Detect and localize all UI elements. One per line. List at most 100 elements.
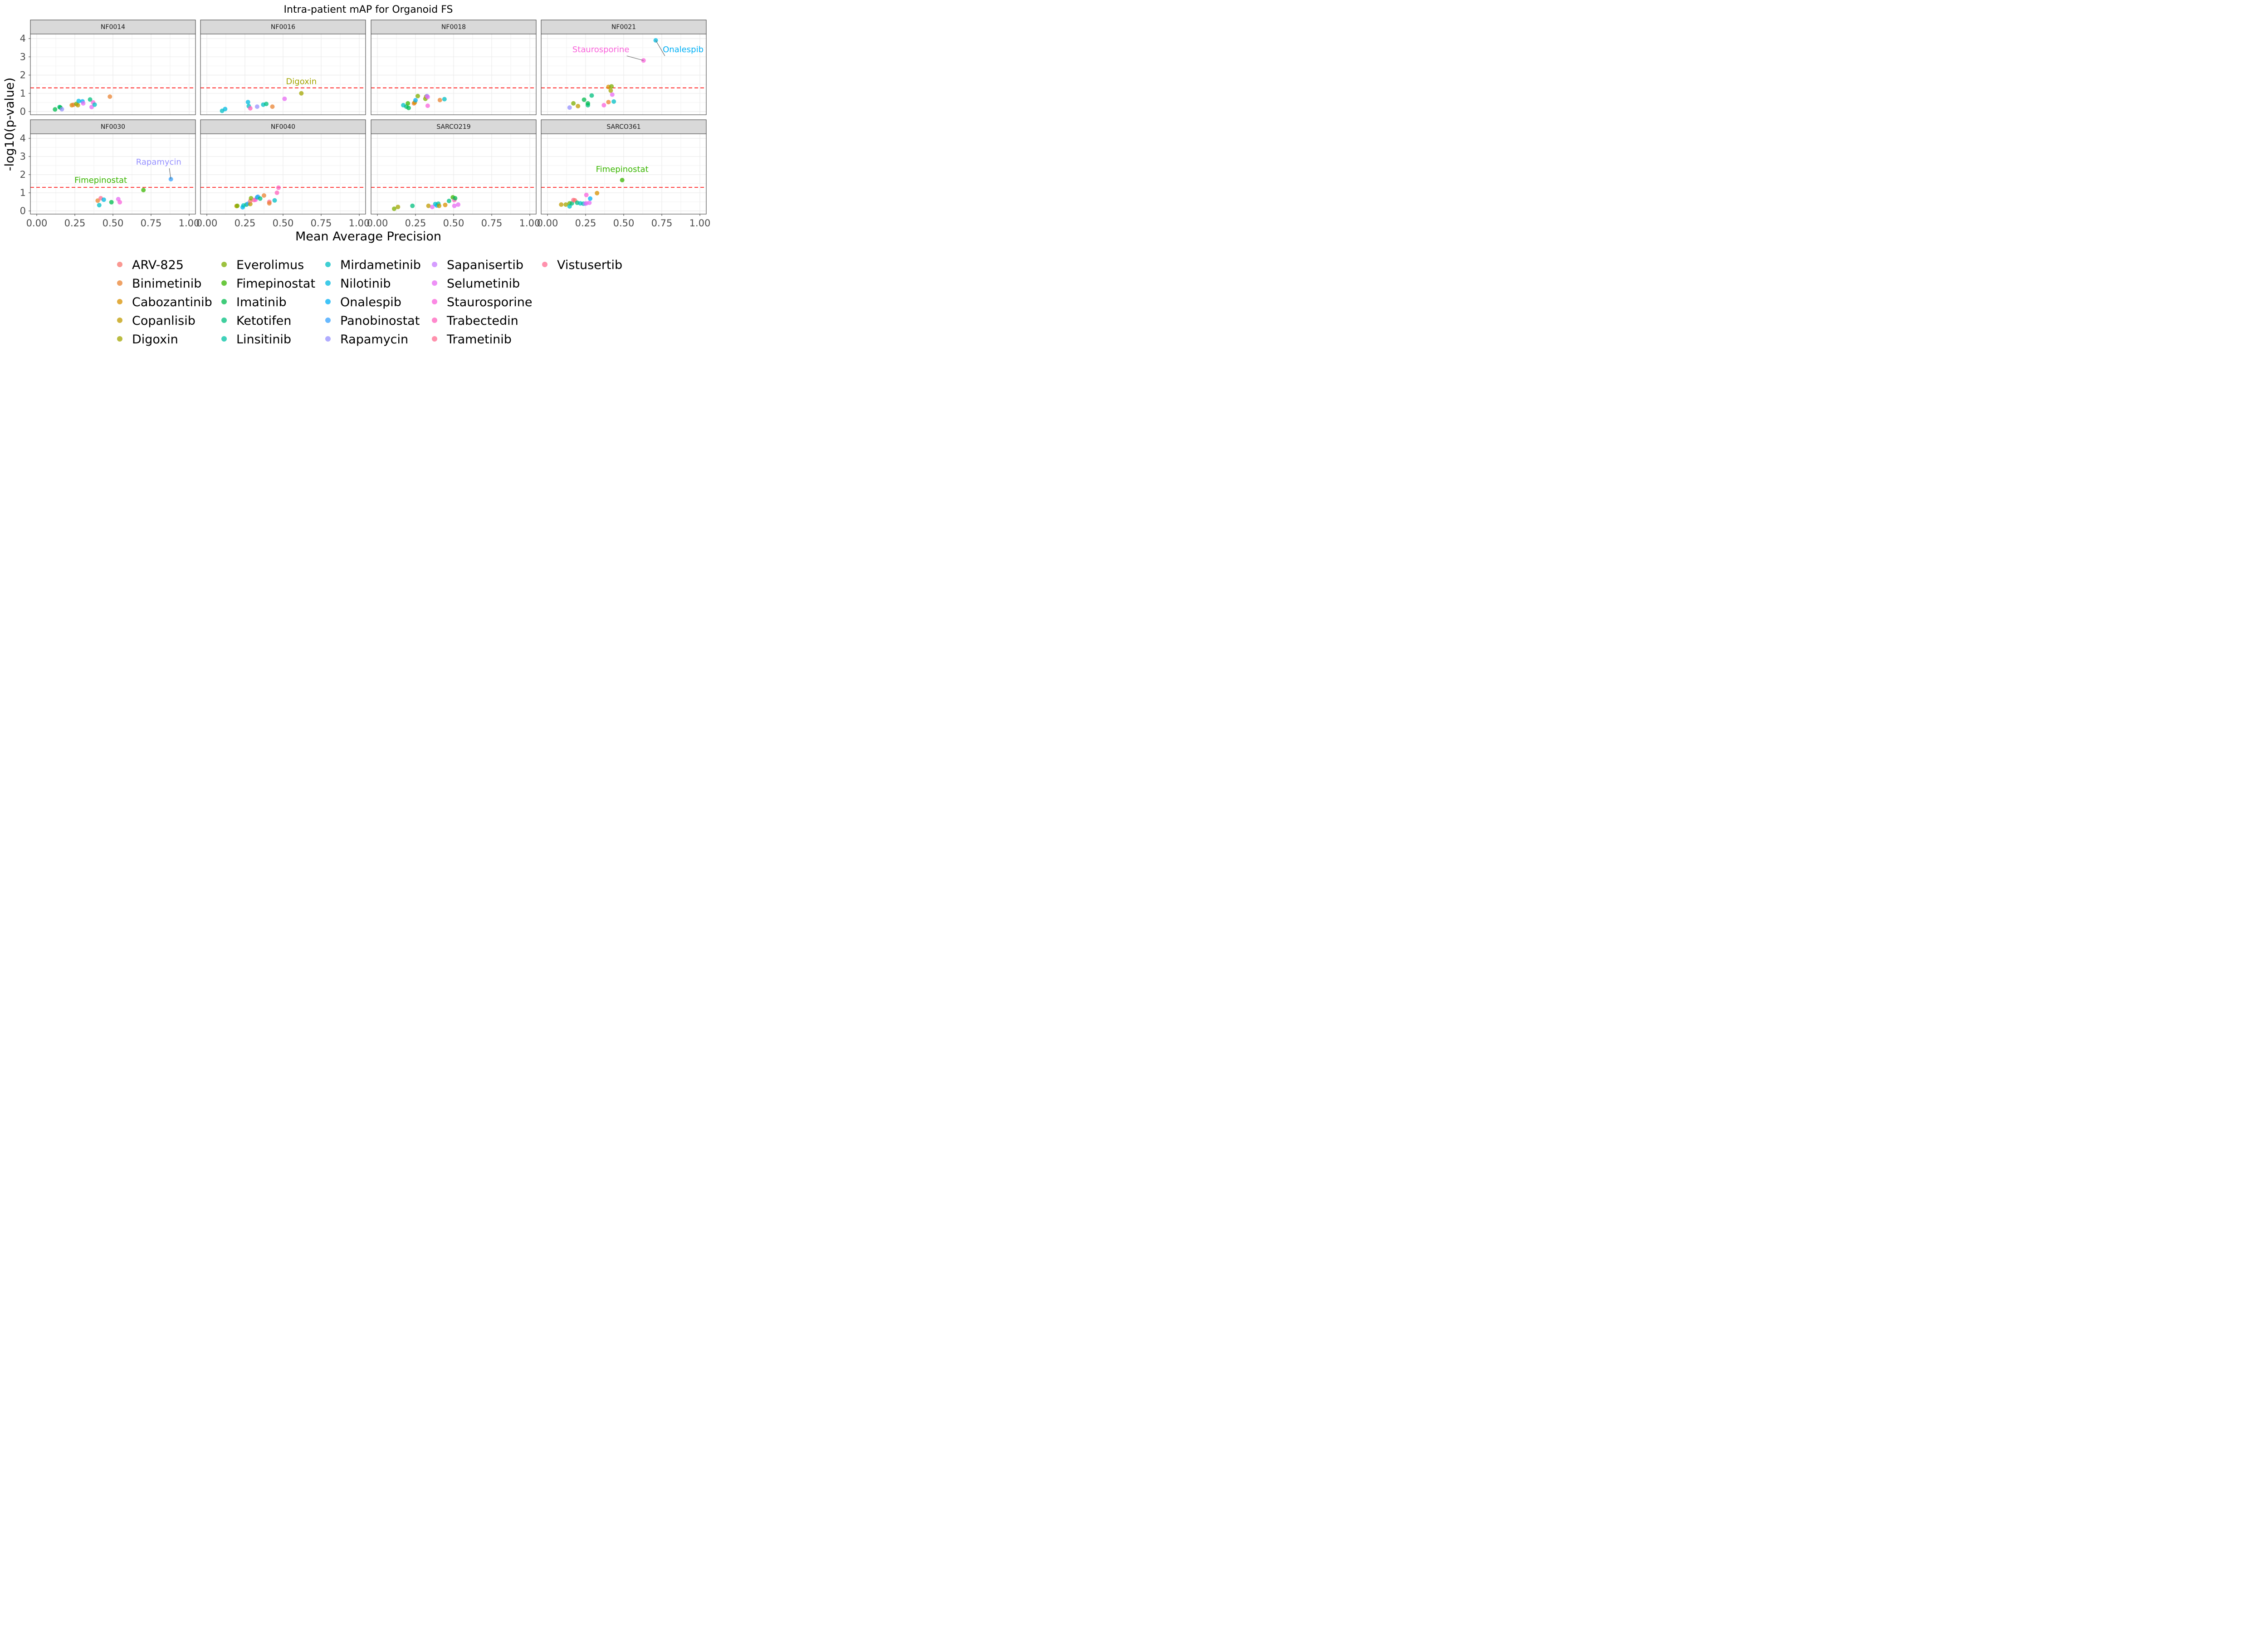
data-point-nilotinib bbox=[245, 100, 250, 105]
data-point-mirdametinib bbox=[272, 198, 277, 203]
legend-key bbox=[432, 336, 437, 342]
data-point-selumetinib bbox=[610, 92, 615, 97]
data-point-binimetinib bbox=[95, 198, 100, 203]
legend-key bbox=[325, 299, 331, 304]
data-point-staurosporine bbox=[117, 200, 122, 205]
x-tick-label: 0.50 bbox=[273, 218, 294, 229]
x-tick-label: 0.50 bbox=[613, 218, 635, 229]
legend-key bbox=[221, 299, 227, 304]
x-tick-label: 0.50 bbox=[443, 218, 464, 229]
legend-item-copanlisib: Copanlisib bbox=[117, 314, 196, 328]
x-tick-label: 0.75 bbox=[141, 218, 162, 229]
facet-strip bbox=[200, 119, 366, 134]
legend-item-trametinib: Trametinib bbox=[432, 332, 512, 347]
data-point-rapamycin bbox=[567, 105, 572, 110]
data-point-nilotinib bbox=[101, 197, 106, 202]
legend-label: Everolimus bbox=[236, 258, 304, 272]
data-point-onalespib bbox=[588, 196, 593, 201]
x-tick-label: 0.50 bbox=[103, 218, 124, 229]
data-point-binimetinib bbox=[437, 98, 442, 103]
data-point-selumetinib bbox=[452, 203, 457, 208]
legend-key bbox=[325, 280, 331, 286]
data-point-digoxin bbox=[396, 205, 401, 210]
data-point-binimetinib bbox=[270, 104, 275, 109]
facet-panel-nf0014: NF0014 0 1 2 3 4 bbox=[20, 20, 196, 117]
annotation-fimepinostat: Fimepinostat bbox=[74, 176, 127, 185]
annotation-rapamycin: Rapamycin bbox=[136, 157, 181, 180]
data-point-imatinib bbox=[53, 107, 58, 112]
data-point-ketotifen bbox=[264, 102, 269, 107]
legend-label: Rapamycin bbox=[340, 332, 408, 347]
data-point-fimepinostat bbox=[406, 101, 411, 106]
data-point-digoxin bbox=[608, 88, 613, 93]
data-point-copanlisib bbox=[576, 103, 581, 108]
data-point-copanlisib bbox=[426, 203, 431, 208]
legend-key bbox=[432, 299, 437, 304]
data-point-everolimus bbox=[415, 93, 420, 98]
legend-key bbox=[117, 318, 122, 323]
legend-item-rapamycin: Rapamycin bbox=[325, 332, 408, 347]
x-tick-label: 1.00 bbox=[179, 218, 200, 229]
data-point-ketotifen bbox=[88, 97, 93, 102]
legend-item-linsitinib: Linsitinib bbox=[221, 332, 291, 347]
data-point-digoxin bbox=[299, 91, 304, 96]
y-tick-label: 0 bbox=[20, 106, 26, 117]
data-point-binimetinib bbox=[262, 193, 266, 198]
data-point-mirdametinib bbox=[611, 99, 616, 104]
y-tick-label: 1 bbox=[20, 187, 26, 198]
legend-item-panobinostat: Panobinostat bbox=[325, 314, 420, 328]
data-point-trabectedin bbox=[274, 191, 279, 195]
x-tick-label: 1.00 bbox=[349, 218, 370, 229]
data-point-staurosporine bbox=[425, 103, 430, 108]
y-tick-label: 3 bbox=[20, 151, 26, 162]
legend-key bbox=[117, 299, 122, 304]
annotation-leader bbox=[655, 40, 665, 56]
facet-strip-label: NF0021 bbox=[611, 24, 636, 31]
data-point-trabectedin bbox=[248, 106, 253, 111]
data-point-copanlisib bbox=[559, 202, 564, 207]
data-point-ketotifen bbox=[258, 196, 263, 201]
data-point-imatinib bbox=[586, 101, 591, 106]
legend-item-arv-825: ARV-825 bbox=[117, 258, 184, 272]
data-point-imatinib bbox=[109, 200, 114, 205]
legend-key bbox=[432, 318, 437, 323]
annotation-label: Fimepinostat bbox=[74, 176, 127, 185]
legend-item-sapanisertib: Sapanisertib bbox=[432, 258, 523, 272]
legend-key bbox=[432, 280, 437, 286]
legend-item-cabozantinib: Cabozantinib bbox=[117, 295, 212, 309]
data-point-cabozantinib bbox=[595, 191, 600, 196]
legend-key bbox=[221, 262, 227, 267]
facet-panel-nf0021: NF0021 bbox=[541, 20, 707, 115]
data-point-mirdametinib bbox=[92, 102, 97, 107]
data-point-onalespib bbox=[413, 98, 418, 103]
data-point-selumetinib bbox=[81, 101, 86, 106]
annotation-label: Onalespib bbox=[663, 45, 704, 54]
data-point-rapamycin bbox=[254, 104, 259, 109]
facet-strip-label: NF0014 bbox=[101, 24, 125, 31]
annotation-digoxin: Digoxin bbox=[286, 77, 317, 87]
annotation-leader bbox=[626, 55, 644, 61]
legend-label: Digoxin bbox=[132, 332, 178, 347]
legend-item-mirdametinib: Mirdametinib bbox=[325, 258, 421, 272]
facet-panel-nf0018: NF0018 bbox=[371, 20, 537, 115]
legend-item-staurosporine: Staurosporine bbox=[432, 295, 532, 309]
x-tick-label: 0.25 bbox=[575, 218, 596, 229]
x-tick-label: 0.75 bbox=[311, 218, 332, 229]
facet-strip-label: NF0016 bbox=[271, 24, 295, 31]
annotation-onalespib: Onalespib bbox=[655, 40, 704, 56]
data-point-mirdametinib bbox=[97, 203, 102, 208]
legend-label: Cabozantinib bbox=[132, 295, 212, 309]
facet-strip-label: NF0030 bbox=[101, 123, 125, 131]
facet-strip bbox=[200, 20, 366, 34]
x-tick-label: 0.75 bbox=[481, 218, 503, 229]
legend-label: Vistusertib bbox=[557, 258, 622, 272]
data-point-selumetinib bbox=[89, 104, 94, 109]
y-tick-label: 4 bbox=[20, 133, 26, 144]
legend-label: Staurosporine bbox=[447, 295, 532, 309]
data-point-digoxin bbox=[563, 202, 568, 207]
y-tick-label: 3 bbox=[20, 51, 26, 62]
data-point-selumetinib bbox=[456, 202, 461, 207]
data-point-rapamycin bbox=[59, 107, 64, 112]
legend-label: Binimetinib bbox=[132, 277, 201, 291]
data-point-cabozantinib bbox=[443, 202, 448, 207]
